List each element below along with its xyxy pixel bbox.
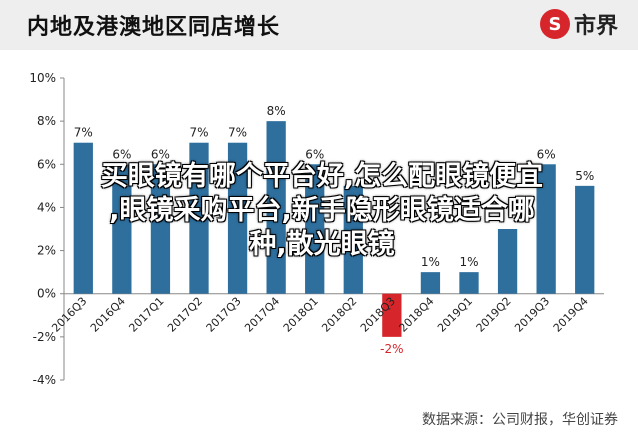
bar [382,293,402,337]
overlay-line-3: 种,散光眼镜 [249,229,395,260]
bar [343,185,363,294]
data-label: 6% [151,147,170,161]
y-tick-label: 0% [37,287,56,301]
bar [497,229,518,294]
bar [189,142,209,294]
data-label: -2% [380,342,403,356]
logo-icon: S [539,9,570,39]
x-tick-label: 2018Q2 [319,295,359,335]
bar [150,164,171,294]
chart-area: 10% 8% 6% 4% 2% 0% -2% -4% 7% 2016Q3 6% 2016Q4 6% 201… [0,50,638,437]
bar [536,164,556,294]
x-tick-label: 2019Q1 [435,295,475,335]
bar [73,142,93,294]
data-label: 7% [74,126,93,140]
y-tick-label: 10% [29,71,56,85]
x-tick-label: 2017Q4 [242,295,282,335]
data-source: 数据来源：公司财报，华创证券 [422,412,618,428]
bar [575,185,595,294]
y-tick-label: -4% [33,373,56,387]
data-label: 7% [228,126,247,140]
bar [420,272,441,294]
x-tick-label: 2017Q3 [204,295,244,335]
y-tick-label: 8% [37,114,56,128]
bar [305,164,325,294]
data-label: 6% [112,147,131,161]
data-label: 1% [421,255,440,269]
data-label: 6% [305,147,324,161]
bar [227,142,248,294]
x-tick-label: 2019Q3 [512,295,552,335]
x-tick-label: 2016Q4 [88,295,128,335]
y-tick-label: -2% [33,330,56,344]
data-label: 5% [575,169,594,183]
overlay-line-1: 买眼镜有哪个平台好,怎么配眼镜便宜 [100,161,544,192]
chart-header: 内地及港澳地区同店增长 S 市界 [0,0,638,50]
y-tick-label: 2% [37,244,56,258]
data-label: 1% [459,255,478,269]
x-tick-label: 2019Q2 [474,295,514,335]
chart-title: 内地及港澳地区同店增长 [27,15,281,40]
bar [266,121,286,294]
x-tick-label: 2019Q4 [551,295,591,335]
x-tick-label: 2017Q1 [126,295,166,335]
overlay-watermark-text: 买眼镜有哪个平台好,怎么配眼镜便宜 ,眼镜采购平台,新手隐形眼镜适合哪 种,散光… [12,160,632,262]
brand-logo: S 市界 [539,8,618,40]
logo-text: 市界 [573,14,618,39]
data-label: 8% [267,104,286,118]
bar-chart: 10%8%6%4%2%0%-2%-4%7%2016Q36%2016Q46%201… [29,71,604,387]
bar [112,164,132,294]
x-tick-label: 2018Q1 [281,295,321,335]
overlay-line-2: ,眼镜采购平台,新手隐形眼镜适合哪 [109,195,535,226]
data-label: 7% [189,126,208,140]
data-label: 6% [537,147,556,161]
y-tick-label: 4% [37,200,56,214]
x-tick-label: 2018Q4 [396,295,436,335]
y-tick-label: 6% [37,157,56,171]
bar [459,272,479,294]
x-tick-label: 2017Q2 [165,295,205,335]
